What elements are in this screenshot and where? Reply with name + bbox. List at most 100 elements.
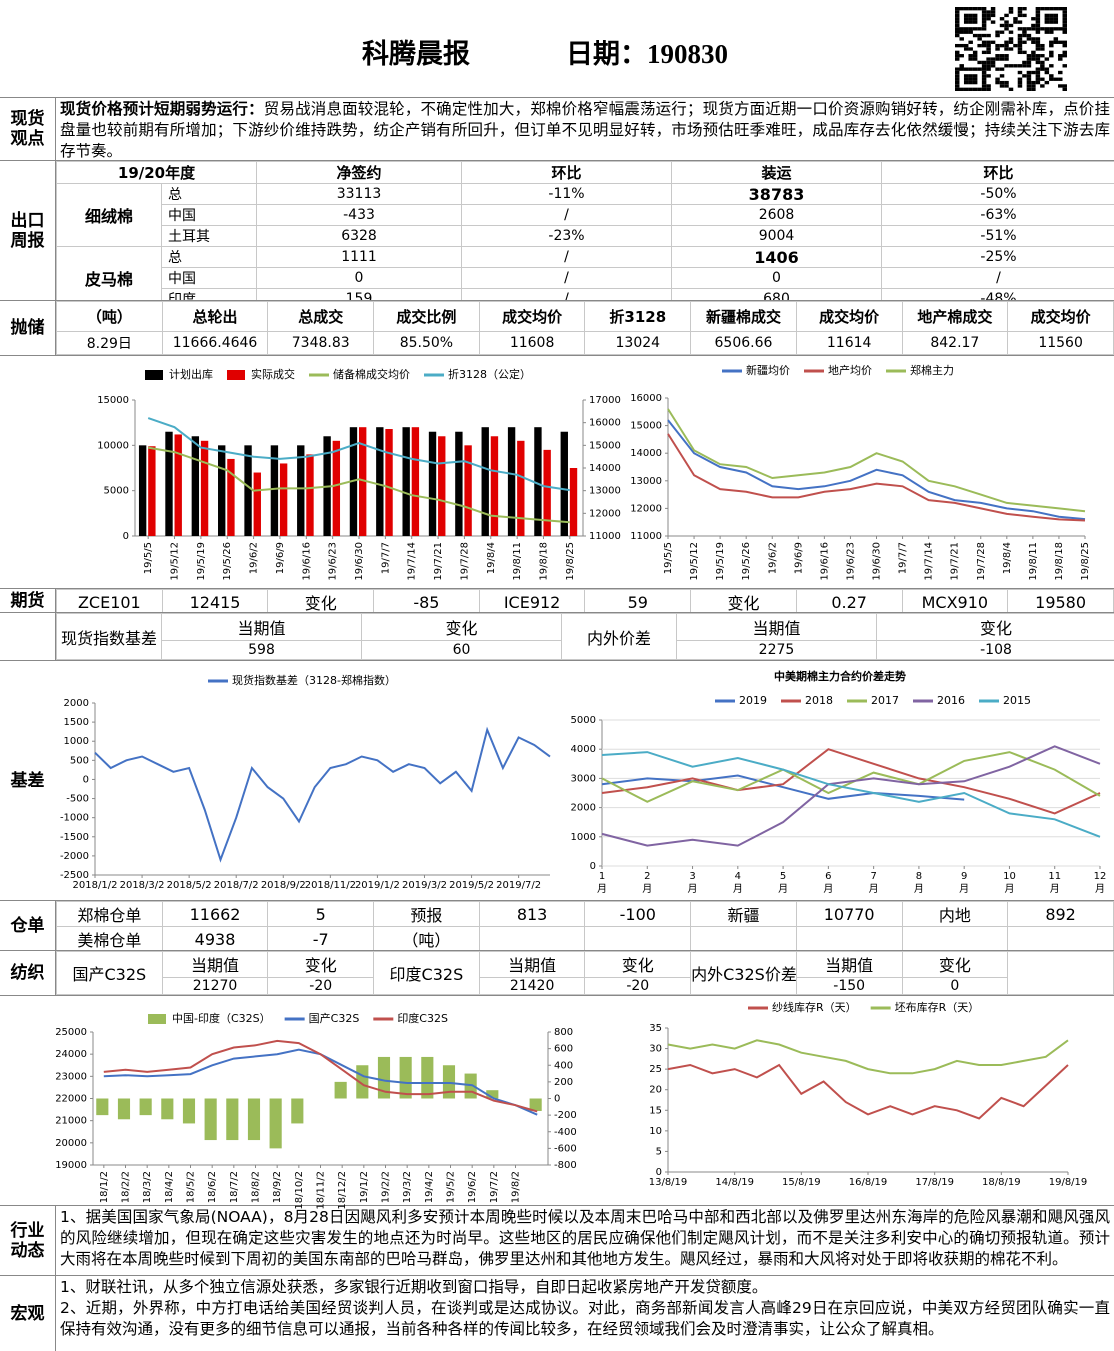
qr-module	[1062, 23, 1067, 28]
cell	[690, 926, 797, 950]
warehouse-table: 郑棉仓单 11662 5 预报 813 -100 新疆 10770 内地 892 美棉仓单 4938-…	[56, 901, 1114, 950]
header-cell: 环比	[881, 161, 1114, 184]
cell: （吨）	[373, 926, 480, 950]
qr-module	[972, 20, 978, 24]
qr-module	[955, 74, 960, 78]
qr-module	[1062, 87, 1067, 91]
qr-module	[1022, 7, 1027, 11]
cell: 土耳其	[160, 225, 258, 247]
qr-module	[981, 87, 987, 91]
qr-module	[972, 87, 978, 91]
qr-module	[1004, 40, 1009, 44]
cell	[901, 926, 1009, 950]
empty-cell	[1007, 951, 1114, 995]
cell: 变化	[690, 589, 797, 612]
section-label: 仓单	[10, 915, 45, 936]
qr-module	[972, 17, 978, 21]
data-row: 印度 159/680 -48%	[57, 288, 1114, 300]
qr-module	[972, 57, 978, 61]
qr-module	[959, 54, 964, 58]
cell: 12415	[161, 589, 269, 612]
qr-module	[1058, 7, 1063, 11]
qr-module	[968, 17, 973, 21]
qr-module	[1044, 30, 1050, 34]
qr-module	[1004, 13, 1009, 18]
basis: 基差	[0, 660, 1114, 900]
cell: -48%	[881, 288, 1114, 300]
qr-module	[968, 74, 973, 78]
cell: 9004	[671, 225, 883, 247]
qr-module	[977, 7, 982, 11]
textile-body: 国产C32S 当期值 变化 印度C32S 当期值 变化 内外C32S价差 当期值 变化 21270…	[55, 951, 1114, 995]
cell: /	[461, 204, 673, 226]
qr-module	[986, 40, 991, 44]
qr-module	[981, 17, 987, 21]
header-cell: 19/20年度	[56, 161, 258, 184]
qr-module	[1049, 64, 1054, 68]
qr-module	[968, 67, 973, 71]
qr-module	[986, 50, 991, 55]
qr-module	[1017, 77, 1023, 81]
qr-module	[1035, 10, 1041, 14]
qr-module	[959, 67, 964, 71]
qr-module	[1053, 40, 1059, 44]
cell: 变化	[267, 589, 375, 612]
qr-module	[1035, 37, 1041, 41]
qr-module	[986, 33, 991, 38]
qr-module	[1008, 47, 1014, 51]
cell: 13024	[584, 331, 692, 355]
qr-module	[986, 57, 991, 61]
qr-module	[981, 13, 987, 18]
qr-module	[1058, 57, 1063, 61]
qr-module	[1008, 40, 1014, 44]
qr-module	[995, 47, 1000, 51]
qr-module	[1040, 54, 1045, 58]
qr-module	[1058, 84, 1063, 88]
qr-module	[1031, 17, 1036, 21]
header-row: 19/20年度 净签约 环比 装运 环比	[56, 161, 1114, 184]
qr-module	[972, 27, 978, 31]
section-label: 宏观	[10, 1303, 45, 1324]
header-cell: 新疆棉成交	[690, 301, 797, 332]
qr-module	[1040, 27, 1045, 31]
cell: 2275	[676, 640, 877, 660]
qr-module	[1035, 60, 1041, 65]
qr-module	[959, 87, 964, 91]
qr-module	[963, 43, 969, 48]
qr-module	[1035, 40, 1041, 44]
qr-module	[963, 87, 969, 91]
group-name: 皮马棉	[56, 246, 162, 300]
qr-module	[1008, 23, 1014, 28]
qr-module	[955, 84, 960, 88]
qr-module	[981, 33, 987, 38]
row-label: 现货指数基差	[56, 613, 162, 660]
cell	[478, 926, 586, 950]
qr-module	[1026, 60, 1032, 65]
qr-module	[1031, 27, 1036, 31]
data-row: 皮马棉总 1111/1406 -25%	[56, 246, 1114, 300]
cell: 0	[256, 267, 463, 289]
header-cell: 当期值	[478, 951, 586, 978]
warehouse-body: 郑棉仓单 11662 5 预报 813 -100 新疆 10770 内地 892 美棉仓单 4938-…	[55, 901, 1114, 950]
qr-module	[1062, 20, 1067, 24]
qr-module	[981, 84, 987, 88]
qr-module	[1035, 57, 1041, 61]
qr-module	[1040, 60, 1045, 65]
qr-module	[955, 54, 960, 58]
qr-module	[981, 77, 987, 81]
export-weekly: 出口周报 19/20年度 净签约 环比 装运 环比 细绒棉总 33113 -11% 38783-…	[0, 160, 1114, 300]
cell: 21270	[161, 976, 269, 995]
cell: /	[461, 246, 673, 268]
report-date: 日期：190830	[566, 39, 728, 69]
qr-module	[990, 10, 996, 14]
qr-module	[1044, 57, 1050, 61]
qr-module	[999, 80, 1005, 85]
qr-module	[986, 43, 991, 48]
qr-module	[981, 67, 987, 71]
qr-module	[968, 57, 973, 61]
qr-module	[1017, 37, 1023, 41]
header-cell: 折3128	[584, 301, 692, 332]
qr-module	[968, 7, 973, 11]
qr-module	[1062, 84, 1067, 88]
qr-module	[1013, 64, 1018, 68]
